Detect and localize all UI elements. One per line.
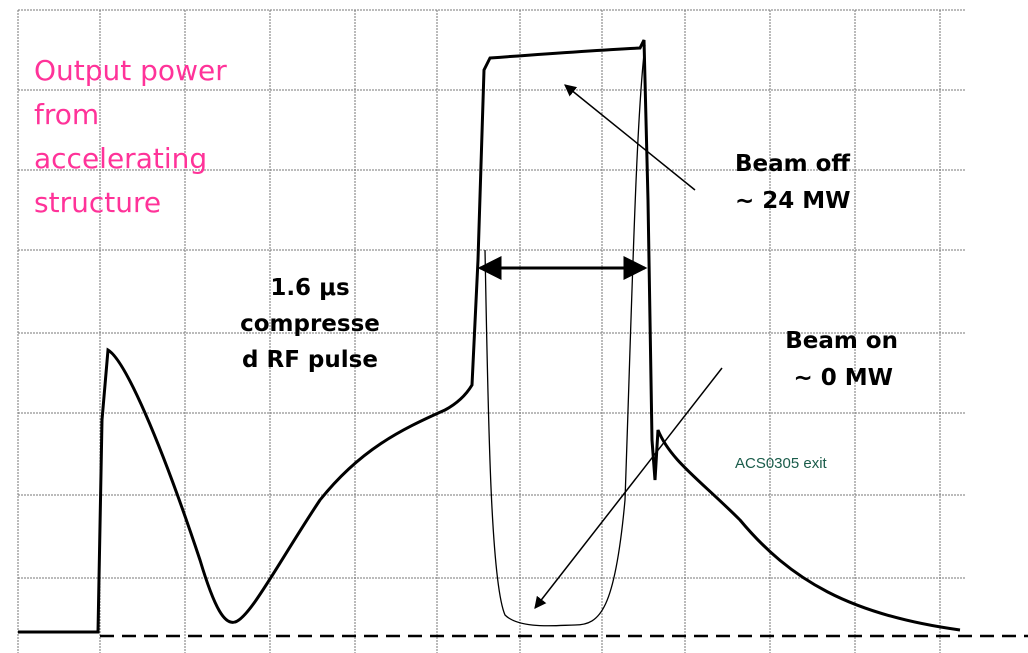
pulse-label: 1.6 μs compresse d RF pulse	[240, 275, 380, 373]
grid	[17, 9, 965, 653]
label-line: 1.6 μs	[270, 275, 349, 301]
beam-off-arrow	[564, 84, 696, 191]
trace-beam-off	[18, 39, 961, 634]
label-line: accelerating	[34, 142, 207, 175]
beam-on-label: Beam on ~ 0 MW	[785, 328, 898, 391]
label-line: Output power	[34, 54, 227, 87]
beam-off-label: Beam off ~ 24 MW	[735, 151, 851, 214]
label-line: compresse	[240, 311, 380, 337]
channel-label: ACS0305 exit	[735, 455, 828, 472]
label-line: d RF pulse	[242, 347, 378, 373]
trace-beam-on	[484, 44, 646, 627]
label-line: ~ 24 MW	[735, 188, 851, 214]
label-line: structure	[34, 186, 161, 219]
beam-on-arrow	[534, 367, 723, 609]
label-line: Beam on	[785, 328, 898, 354]
label-line: Beam off	[735, 151, 850, 177]
label-line: from	[34, 98, 99, 131]
output-power-label: Output power from accelerating structure	[34, 54, 227, 219]
label-line: ~ 0 MW	[793, 365, 893, 391]
